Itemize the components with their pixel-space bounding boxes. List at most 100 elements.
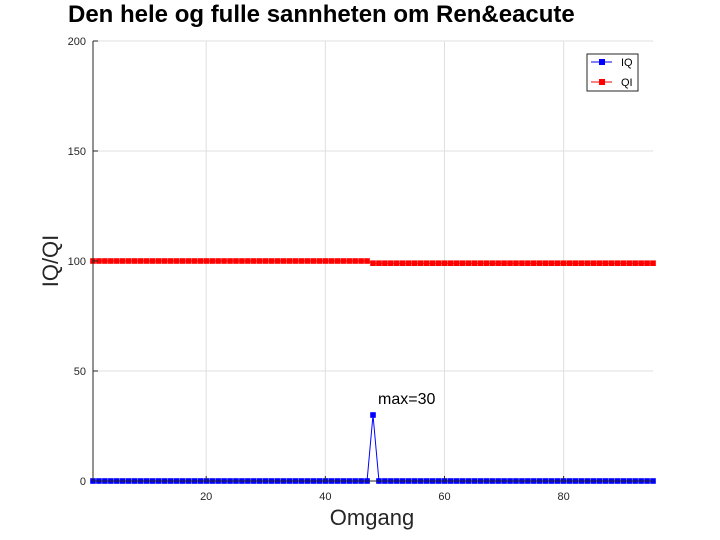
point-qi xyxy=(423,260,430,266)
y-tick-label: 150 xyxy=(68,146,86,158)
point-qi xyxy=(501,260,507,266)
point-qi xyxy=(96,258,102,264)
chart-title: Den hele og fulle sannheten om Ren&eacut… xyxy=(68,1,575,28)
point-qi xyxy=(191,258,198,264)
point-qi xyxy=(310,258,317,264)
point-qi xyxy=(566,260,573,266)
point-qi xyxy=(274,258,281,264)
x-tick-label: 40 xyxy=(319,491,331,503)
point-qi xyxy=(388,260,394,266)
point-qi xyxy=(483,260,489,266)
y-tick-label: 50 xyxy=(74,366,86,378)
point-qi xyxy=(161,258,168,264)
point-qi xyxy=(435,260,442,266)
point-qi xyxy=(441,260,448,266)
point-qi xyxy=(644,260,650,266)
point-qi xyxy=(179,258,186,264)
legend-marker-qi xyxy=(599,79,605,85)
point-qi xyxy=(364,258,370,264)
point-qi xyxy=(560,260,567,266)
point-qi xyxy=(137,258,144,264)
point-qi xyxy=(358,258,364,264)
point-qi xyxy=(542,260,549,266)
point-qi xyxy=(632,260,638,266)
legend: IQ QI xyxy=(586,53,639,92)
legend-label-iq: IQ xyxy=(621,57,633,69)
point-qi xyxy=(185,258,192,264)
point-qi xyxy=(429,260,436,266)
point-qi xyxy=(578,260,585,266)
legend-box xyxy=(586,53,639,92)
point-qi xyxy=(245,258,251,264)
point-qi xyxy=(328,258,335,264)
point-qi xyxy=(167,258,174,264)
point-qi xyxy=(465,260,472,266)
point-qi xyxy=(119,258,126,264)
point-qi xyxy=(125,258,132,264)
point-qi xyxy=(370,260,376,266)
point-qi xyxy=(507,260,513,266)
point-qi xyxy=(334,258,341,264)
point-qi xyxy=(590,260,597,266)
legend-marker-iq xyxy=(599,59,605,65)
max-annotation: max=30 xyxy=(378,391,435,408)
point-qi xyxy=(608,260,615,266)
point-qi xyxy=(155,258,162,264)
point-qi xyxy=(459,260,466,266)
point-qi xyxy=(638,260,644,266)
point-qi xyxy=(620,260,627,266)
point-qi xyxy=(280,258,287,264)
point-qi xyxy=(650,260,656,266)
ticks: 0 50 100 150 200 20 40 60 80 xyxy=(68,36,570,503)
point-qi xyxy=(596,260,603,266)
point-qi xyxy=(614,260,621,266)
point-qi xyxy=(239,258,245,264)
y-axis-label: IQ/QI xyxy=(38,235,63,288)
point-qi xyxy=(209,258,215,264)
point-qi xyxy=(316,258,323,264)
point-qi xyxy=(399,260,406,266)
point-qi xyxy=(257,258,263,264)
point-qi xyxy=(489,260,495,266)
point-qi xyxy=(292,258,299,264)
point-qi xyxy=(572,260,579,266)
point-qi xyxy=(548,260,555,266)
point-qi xyxy=(322,258,329,264)
point-qi xyxy=(227,258,233,264)
point-qi xyxy=(197,258,204,264)
point-qi xyxy=(352,258,358,264)
point-qi xyxy=(340,258,347,264)
point-qi xyxy=(233,258,239,264)
x-tick-label: 60 xyxy=(438,491,450,503)
point-qi xyxy=(405,260,412,266)
point-qi xyxy=(376,260,382,266)
point-qi xyxy=(495,260,501,266)
y-tick-label: 100 xyxy=(68,256,86,268)
point-qi xyxy=(513,260,519,266)
x-tick-label: 80 xyxy=(558,491,570,503)
point-qi xyxy=(554,260,561,266)
point-qi xyxy=(417,260,424,266)
point-qi xyxy=(108,258,114,264)
point-qi xyxy=(519,260,525,266)
point-qi xyxy=(477,260,484,266)
point-qi xyxy=(149,258,156,264)
point-qi xyxy=(304,258,311,264)
point-qi xyxy=(411,260,418,266)
point-qi xyxy=(221,258,227,264)
y-tick-label: 0 xyxy=(80,476,86,488)
point-qi xyxy=(102,258,108,264)
point-iq xyxy=(370,412,376,418)
point-qi xyxy=(268,258,275,264)
point-qi xyxy=(531,260,537,266)
point-qi xyxy=(173,258,180,264)
point-qi xyxy=(203,258,209,264)
point-qi xyxy=(286,258,293,264)
y-tick-label: 200 xyxy=(68,36,86,48)
point-qi xyxy=(262,258,269,264)
point-qi xyxy=(143,258,150,264)
point-qi xyxy=(346,258,352,264)
point-qi xyxy=(447,260,454,266)
point-qi xyxy=(131,258,138,264)
